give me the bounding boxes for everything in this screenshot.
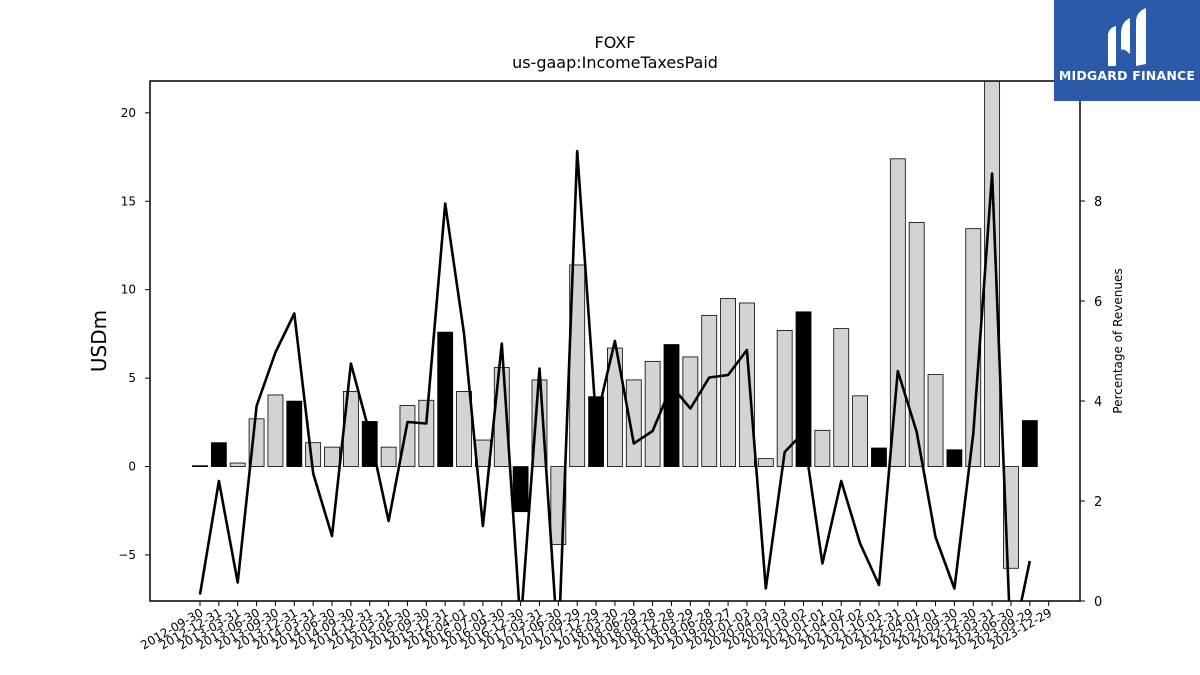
midgard-m-icon: [1108, 8, 1146, 66]
logo-text: MIDGARD FINANCE: [1058, 68, 1196, 83]
bar-2013-09-30: [267, 394, 284, 467]
y2-tick-label: 0: [1094, 595, 1102, 610]
bar-2021-10-01: [871, 447, 887, 467]
bar-2016-12-30: [512, 466, 529, 513]
bar-2020-07-03: [776, 329, 793, 467]
plot-area: [192, 81, 1038, 601]
y-tick-label: 20: [121, 106, 136, 120]
midgard-finance-logo: MIDGARD FINANCE: [1054, 0, 1200, 101]
y2-tick-label: 8: [1094, 195, 1102, 210]
bar-2018-12-28: [663, 344, 680, 467]
bar-2018-06-29: [625, 379, 642, 467]
bar-2016-04-01: [456, 391, 472, 467]
y2-tick-label: 6: [1094, 295, 1102, 310]
bar-2021-07-02: [852, 395, 868, 467]
bar-2023-09-29: [1021, 420, 1038, 467]
bar-2021-01-01: [814, 429, 831, 467]
bar-2022-09-30: [946, 449, 963, 467]
y-tick-label: −5: [118, 548, 136, 562]
chart-subtitle: us-gaap:IncomeTaxesPaid: [512, 53, 718, 72]
bar-2015-03-31: [380, 446, 397, 467]
bar-2021-12-31: [889, 158, 906, 467]
bar-2012-12-31: [210, 442, 227, 467]
y-tick-label: 0: [128, 460, 136, 474]
bar-2015-12-31: [437, 331, 454, 467]
y2-axis-label: Percentage of Revenues: [1111, 268, 1125, 413]
bar-2020-01-03: [739, 302, 755, 467]
chart-title: FOXF: [595, 33, 636, 52]
bar-2019-09-27: [720, 298, 736, 467]
bar-2013-12-31: [286, 400, 303, 467]
bar-2022-07-01: [927, 374, 944, 467]
y-tick-label: 5: [128, 371, 136, 385]
y2-tick-label: 2: [1094, 495, 1102, 510]
y-tick-label: 15: [121, 194, 136, 208]
bar-2015-09-30: [418, 399, 435, 467]
y-axis-label: USDm: [87, 310, 111, 372]
bar-2020-04-03: [757, 458, 774, 467]
bar-2015-06-30: [399, 405, 416, 467]
y2-tick-label: 4: [1094, 395, 1102, 410]
bar-2017-12-29: [588, 396, 604, 467]
bar-2018-09-28: [644, 360, 661, 467]
bar-2019-06-28: [701, 314, 718, 467]
bar-2013-03-31: [229, 462, 246, 467]
percentage-line: [198, 149, 1032, 601]
bar-2020-10-02: [795, 311, 812, 467]
y-tick-label: 10: [121, 283, 136, 297]
bar-2021-04-02: [833, 328, 850, 467]
bar-2014-06-30: [324, 446, 340, 467]
bar-2022-04-01: [908, 222, 925, 467]
bar-2019-03-29: [682, 356, 699, 467]
bar-2012-09-30: [192, 465, 208, 467]
